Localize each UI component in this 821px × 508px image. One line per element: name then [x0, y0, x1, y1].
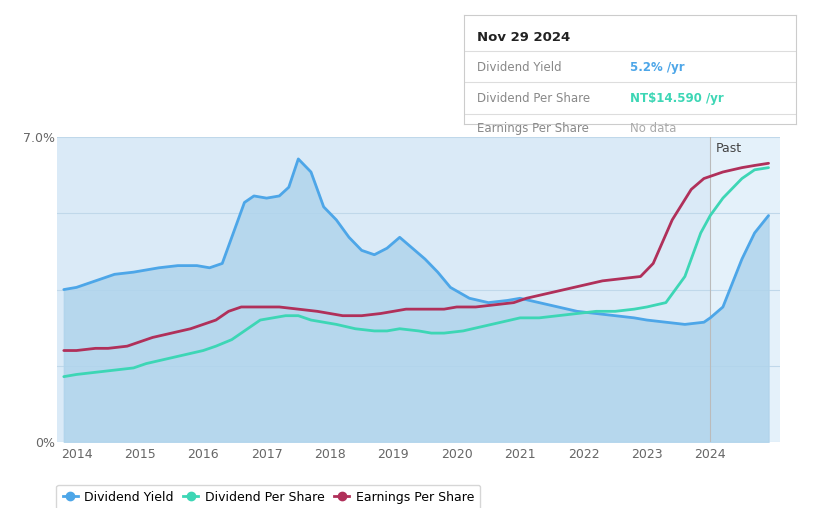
Text: Past: Past: [715, 142, 741, 155]
Text: No data: No data: [631, 122, 677, 135]
Text: Dividend Yield: Dividend Yield: [477, 61, 562, 74]
Text: NT$14.590 /yr: NT$14.590 /yr: [631, 91, 724, 105]
Text: Nov 29 2024: Nov 29 2024: [477, 30, 571, 44]
Text: Dividend Per Share: Dividend Per Share: [477, 91, 590, 105]
Text: Earnings Per Share: Earnings Per Share: [477, 122, 589, 135]
Text: 5.2% /yr: 5.2% /yr: [631, 61, 685, 74]
Legend: Dividend Yield, Dividend Per Share, Earnings Per Share: Dividend Yield, Dividend Per Share, Earn…: [57, 485, 480, 508]
Bar: [710, 137, 780, 442]
